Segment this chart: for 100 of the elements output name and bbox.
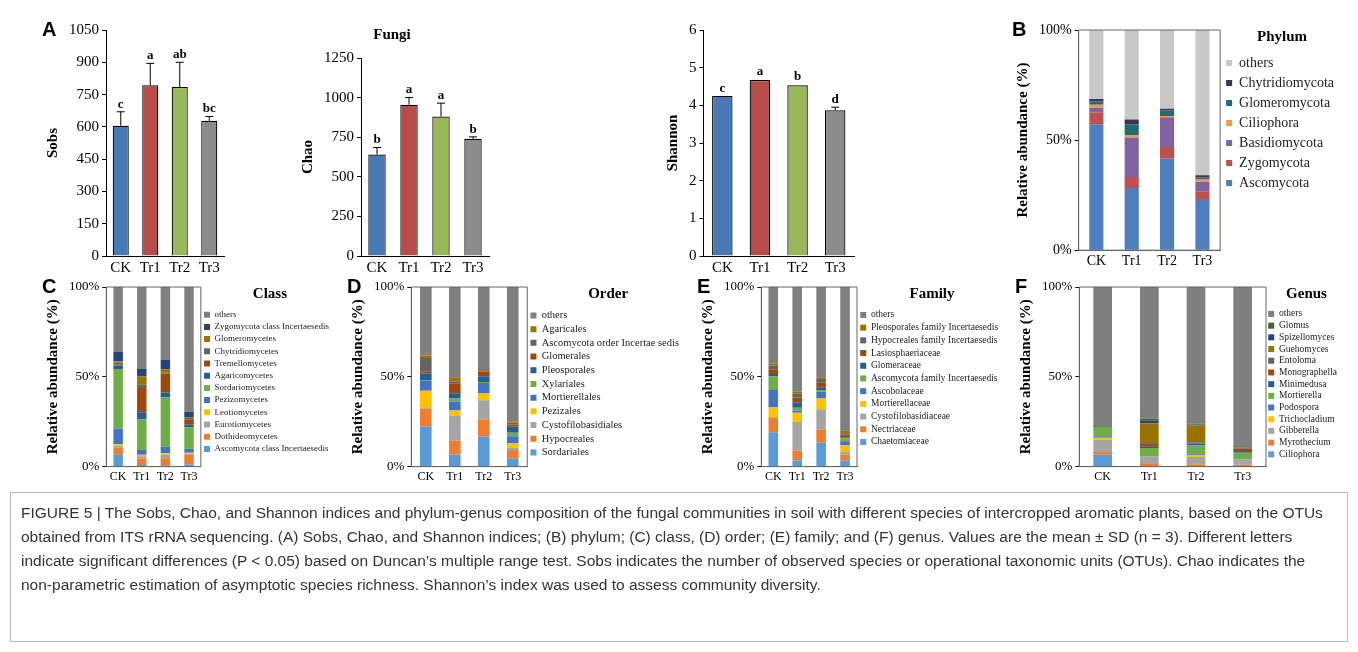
- y-tick-label: 450: [76, 150, 99, 167]
- x-tick-label: Tr1: [788, 468, 806, 483]
- y-tick-label: 3: [689, 133, 697, 150]
- y-tick-label: 1: [689, 209, 697, 226]
- legend-label: Basidiomycota: [1239, 134, 1324, 150]
- annotation: a: [147, 47, 154, 63]
- legend-label: Ciliophora: [1239, 114, 1300, 130]
- y-axis-title: Relative abundance (%): [1013, 62, 1031, 218]
- legend-label: Mortierella: [1278, 390, 1323, 401]
- legend-label: Podospora: [1278, 402, 1320, 413]
- x-tick-label: Tr3: [1192, 253, 1213, 269]
- y-tick-label: 600: [76, 117, 99, 134]
- y-tick-label: 1250: [324, 48, 354, 65]
- y-tick-label: 0: [91, 246, 99, 263]
- legend-label: Chaetomiaceae: [870, 436, 929, 447]
- legend-label: Glomerales: [541, 350, 591, 362]
- legend-label: Monographella: [1278, 366, 1338, 377]
- annotation: c: [117, 95, 124, 111]
- x-tick-label: Tr3: [824, 258, 846, 275]
- legend-label: Agaricales: [541, 322, 587, 334]
- text: B: [1012, 18, 1027, 41]
- y-tick-label: 50%: [1045, 131, 1072, 147]
- annotation: ab: [172, 46, 187, 62]
- x-tick-label: CK: [109, 468, 127, 483]
- x-tick-label: Tr3: [1234, 468, 1252, 483]
- y-axis-title: Relative abundance (%): [698, 299, 716, 455]
- x-tick-label: Tr1: [1121, 253, 1142, 269]
- legend-label: Spizellomyces: [1278, 331, 1335, 342]
- x-tick-label: CK: [764, 468, 782, 483]
- x-tick-label: CK: [1094, 468, 1112, 483]
- y-tick-label: 100%: [1041, 278, 1073, 294]
- legend-label: Mortierellales: [541, 391, 601, 403]
- legend-label: Glomeromycota: [1239, 94, 1331, 110]
- caption: FIGURE 5 | The Sobs, Chao, and Shannon indices and phylum-genus composition of the fungal communities in soil with different species of intercropped aromatic plants, based on the OTUs obtained from ITS rRNA sequencing. (A) Sobs, Chao, and Shannon indices; (B) phylum; (C) class, (D) order; (E) family; and (F) genus. Values are the mean ± SD (n = 3). Different letters indicate significant differences (P < 0.05) based on Duncan’s multiple range test. Sobs indicates the number of observed species or operational taxonomic units (OTUs). Chao indicates the non-parametric estimation of asymptotic species richness. Shannon’s index was used to assess community diversity.: [10, 492, 1348, 642]
- text: C: [42, 275, 57, 298]
- annotation: a: [405, 81, 413, 97]
- legend-label: Pezizomycetes: [214, 394, 269, 405]
- legend-label: Ascomycota class Incertaesedis: [214, 443, 329, 454]
- legend-title: Order: [588, 285, 629, 302]
- legend-label: Leotiomycetes: [214, 406, 269, 417]
- y-tick-label: 900: [76, 53, 99, 70]
- legend-label: Glomeraceae: [870, 360, 922, 371]
- x-tick-label: Tr1: [1140, 468, 1158, 483]
- x-tick-label: Tr3: [198, 258, 220, 275]
- legend-label: Guehomyces: [1278, 343, 1329, 354]
- chart-title: Fungi: [373, 25, 411, 42]
- y-tick-label: 1050: [69, 20, 99, 37]
- y-tick-label: 300: [76, 182, 99, 199]
- y-tick-label: 500: [331, 167, 354, 184]
- legend-label: others: [214, 309, 238, 320]
- y-axis-title: Chao: [298, 139, 315, 175]
- y-axis-title: Relative abundance (%): [348, 299, 366, 455]
- x-tick-label: Tr1: [749, 258, 771, 275]
- x-tick-label: Tr3: [462, 258, 484, 275]
- y-tick-label: 4: [689, 96, 697, 113]
- text: F: [1015, 275, 1028, 298]
- legend-label: Pleosporales: [541, 364, 595, 375]
- legend-label: Xylariales: [541, 377, 585, 389]
- legend-label: Zygomycota class Incertaesedis: [214, 321, 330, 332]
- legend-label: Ascomycota family Incertaesedis: [870, 372, 998, 383]
- legend-label: Chytridiomycetes: [214, 345, 280, 356]
- y-tick-label: 0: [346, 246, 354, 263]
- y-tick-label: 250: [331, 207, 354, 224]
- annotation: d: [831, 91, 840, 107]
- x-tick-label: Tr3: [504, 468, 522, 483]
- legend-label: Dothideomycetes: [214, 431, 279, 442]
- legend-label: others: [1239, 54, 1274, 70]
- legend-title: Class: [252, 285, 288, 302]
- legend-label: Hypocreales family Incertaesedis: [870, 334, 998, 345]
- y-tick-label: 50%: [1048, 368, 1073, 384]
- legend-label: Nectriaceae: [870, 423, 916, 434]
- x-tick-label: Tr2: [1187, 468, 1205, 483]
- annotation: a: [756, 62, 764, 78]
- x-tick-label: CK: [417, 468, 435, 483]
- legend-label: Eurotiomycetes: [214, 418, 272, 429]
- y-tick-label: 100%: [68, 278, 100, 294]
- y-tick-label: 50%: [730, 368, 755, 384]
- legend-label: Ascomycota order Incertae sedis: [541, 336, 680, 348]
- legend-title: Family: [909, 285, 955, 302]
- legend-label: Ciliophora: [1278, 448, 1321, 459]
- annotation: a: [437, 87, 445, 102]
- y-tick-label: 6: [689, 20, 697, 37]
- y-tick-label: 150: [76, 214, 99, 231]
- legend-label: Sordariomycetes: [214, 382, 276, 393]
- y-tick-label: 100%: [723, 278, 755, 294]
- legend-label: Zygomycota: [1239, 154, 1311, 170]
- y-tick-label: 0%: [81, 458, 100, 474]
- y-tick-label: 50%: [75, 368, 100, 384]
- x-tick-label: Tr2: [1157, 253, 1177, 269]
- annotation: b: [469, 120, 477, 136]
- legend-label: Pezizales: [541, 405, 581, 417]
- x-tick-label: Tr3: [180, 468, 198, 483]
- x-tick-label: CK: [110, 258, 132, 275]
- x-tick-label: CK: [711, 258, 733, 275]
- x-tick-label: Tr1: [398, 258, 420, 275]
- y-tick-label: 0%: [736, 458, 755, 474]
- y-tick-label: 0%: [1054, 458, 1073, 474]
- legend-label: Glomeromycetes: [214, 333, 277, 344]
- legend-label: Agaricomycetes: [214, 370, 274, 381]
- x-tick-label: Tr1: [446, 468, 464, 483]
